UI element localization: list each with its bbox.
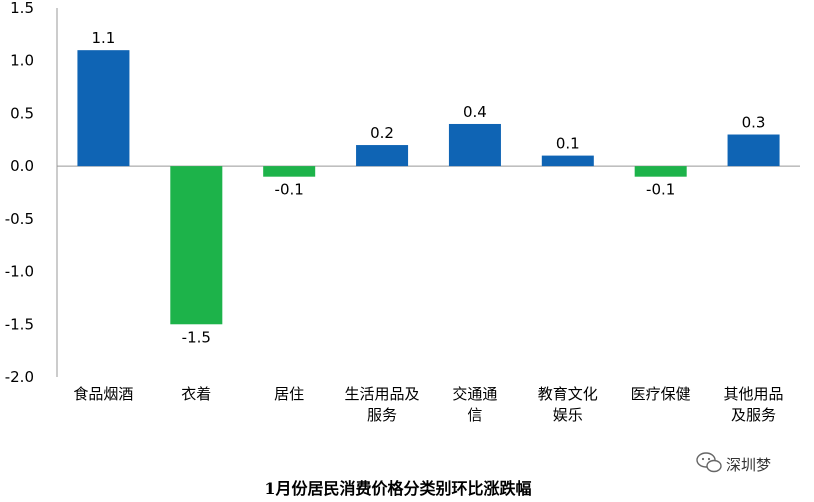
- y-tick-label: 0.5: [10, 104, 34, 122]
- data-label: 0.4: [463, 103, 487, 121]
- category-label-line: 衣着: [181, 385, 211, 403]
- category-label-line: 及服务: [731, 406, 776, 424]
- category-label-line: 食品烟酒: [73, 385, 133, 403]
- category-label-line: 医疗保健: [631, 385, 691, 403]
- y-tick-label: 1.5: [10, 0, 34, 17]
- watermark-text: 深圳梦: [726, 456, 771, 474]
- data-label: -1.5: [182, 328, 211, 346]
- data-label: -0.1: [646, 181, 675, 199]
- data-label: 1.1: [92, 29, 116, 47]
- bar: [448, 123, 501, 167]
- category-label-line: 生活用品及: [345, 385, 420, 403]
- bars: [77, 50, 780, 325]
- y-tick-label: 0.0: [10, 157, 34, 175]
- bar: [541, 155, 594, 167]
- category-label-line: 服务: [367, 406, 397, 424]
- bar: [634, 166, 687, 177]
- category-label-line: 交通通: [452, 385, 497, 403]
- wechat-icon: [696, 452, 722, 473]
- category-label-line: 其他用品: [724, 385, 784, 403]
- data-label: 0.3: [742, 114, 766, 132]
- data-label: -0.1: [275, 181, 304, 199]
- category-label: 医疗保健: [631, 385, 691, 403]
- y-tick-label: -1.0: [5, 263, 34, 281]
- category-label-line: 居住: [274, 385, 304, 403]
- chart-title: 1月份居民消费价格分类别环比涨跌幅: [264, 479, 531, 498]
- y-tick-labels: 1.5 1.0 0.5 0.0 -0.5 -1.0 -1.5 -2.0: [5, 0, 34, 386]
- watermark: 深圳梦: [696, 452, 771, 474]
- bar: [77, 50, 130, 167]
- category-label-line: 娱乐: [553, 406, 583, 424]
- data-label: 0.2: [370, 124, 394, 142]
- y-tick-label: -2.0: [5, 368, 34, 386]
- y-tick-label: -1.5: [5, 315, 34, 333]
- data-labels: 1.1 -1.5 -0.1 0.2 0.4 0.1 -0.1 0.3: [92, 29, 766, 346]
- category-label-line: 信: [467, 406, 482, 424]
- category-label: 居住: [274, 385, 304, 403]
- bar: [356, 145, 409, 167]
- y-tick-label: 1.0: [10, 52, 34, 70]
- category-label: 衣着: [181, 385, 211, 403]
- category-label: 食品烟酒: [73, 385, 133, 403]
- bar: [727, 134, 780, 167]
- bar: [170, 166, 223, 325]
- y-tick-label: -0.5: [5, 210, 34, 228]
- bar: [263, 166, 316, 177]
- data-label: 0.1: [556, 135, 580, 153]
- category-label-line: 教育文化: [538, 385, 598, 403]
